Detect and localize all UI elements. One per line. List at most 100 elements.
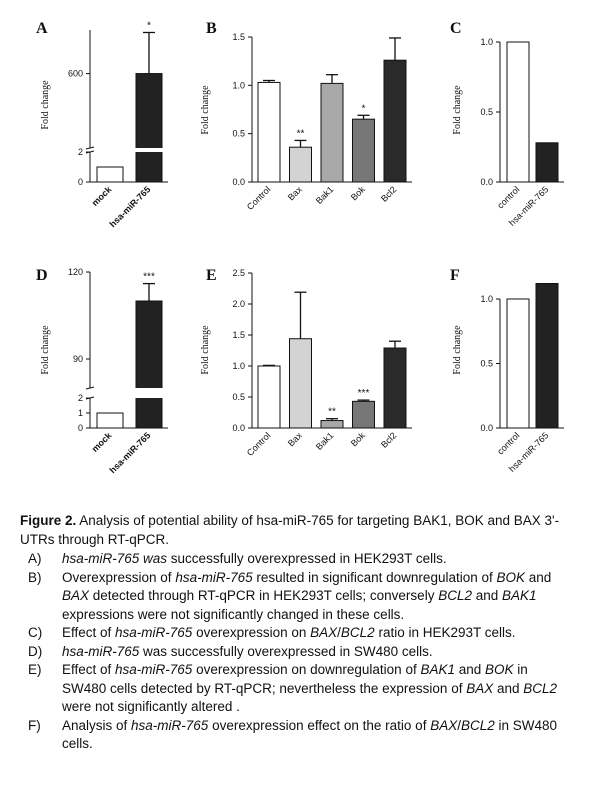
y-tick-label: 1.0 bbox=[480, 37, 493, 47]
y-tick-label: 0.0 bbox=[232, 177, 245, 187]
y-axis-break-mark bbox=[85, 386, 95, 390]
y-tick-label: 0.5 bbox=[232, 392, 245, 402]
y-tick-label: 0.5 bbox=[480, 359, 493, 369]
bar bbox=[506, 41, 530, 183]
caption-item-text: hsa-miR-765 was successfully overexpress… bbox=[62, 643, 575, 662]
caption-item: B) Overexpression of hsa-miR-765 resulted… bbox=[20, 569, 575, 625]
bar bbox=[289, 146, 312, 183]
panel-letter: C bbox=[450, 20, 462, 37]
figure-2-charts: A Fold change 0 2 600 mock * hsa-miR-765 B Fold c… bbox=[36, 20, 564, 475]
y-tick-label: 0.0 bbox=[232, 423, 245, 433]
caption-item-part: successfully overexpressed in HEK293T ce… bbox=[167, 551, 447, 566]
y-tick-label: 1.5 bbox=[232, 330, 245, 340]
caption-item-part: / bbox=[457, 717, 461, 733]
bar bbox=[96, 166, 124, 183]
y-tick-label: 90 bbox=[73, 354, 83, 364]
caption-item-part: BCL2 bbox=[340, 625, 375, 640]
significance-marker: ** bbox=[328, 407, 336, 418]
x-tick-label: hsa-miR-765 bbox=[107, 184, 152, 229]
caption-item-part: BOK bbox=[496, 569, 526, 585]
caption-item-letter: C) bbox=[28, 625, 43, 640]
y-axis-label: Fold change bbox=[200, 325, 211, 375]
caption-item-letter: E) bbox=[28, 662, 42, 677]
caption-item-part: BAX bbox=[466, 680, 494, 696]
y-axis-label: Fold change bbox=[40, 80, 51, 130]
bar bbox=[96, 412, 124, 429]
bar bbox=[257, 81, 281, 183]
x-tick-label: Bax bbox=[286, 430, 304, 448]
caption-item-part: hsa-miR-765 bbox=[131, 717, 209, 733]
panel-letter: F bbox=[450, 267, 460, 284]
panel-letter: B bbox=[206, 20, 217, 37]
caption-item-part: hsa-miR-765 bbox=[115, 662, 193, 677]
caption-item-part: in SW480 cells detected by RT-qPCR; neve… bbox=[62, 662, 528, 696]
bar bbox=[535, 142, 559, 183]
caption-item-part: detected through RT-qPCR in HEK293T cell… bbox=[89, 588, 439, 603]
caption-item-part: was successfully overexpressed in SW480 … bbox=[139, 643, 433, 659]
caption-item-part: BAX bbox=[430, 717, 458, 733]
x-tick-label: control bbox=[495, 430, 521, 456]
caption-item: E) Effect of hsa-miR-765 overexpression o… bbox=[20, 661, 575, 717]
x-tick-label: Bcl2 bbox=[379, 430, 398, 449]
caption-item-text: Analysis of hsa-miR-765 overexpression e… bbox=[62, 717, 575, 754]
caption-item-part: / bbox=[337, 625, 341, 640]
caption-item-part: BCL2 bbox=[523, 680, 558, 696]
caption-item-part: BAX bbox=[62, 588, 90, 603]
y-tick-label: 0.0 bbox=[480, 423, 493, 433]
x-tick-label: Bak1 bbox=[314, 184, 336, 206]
y-tick-label: 120 bbox=[68, 267, 83, 277]
y-tick-label: 0 bbox=[78, 177, 83, 187]
y-tick-label: 1.0 bbox=[480, 294, 493, 304]
x-tick-label: Control bbox=[245, 430, 273, 458]
bar-break-band bbox=[135, 148, 163, 152]
bar bbox=[352, 118, 375, 183]
x-tick-label: Control bbox=[245, 184, 273, 212]
caption-items: A) hsa-miR-765 was successfully overexpre… bbox=[20, 550, 575, 754]
caption-item-letter: F) bbox=[28, 717, 41, 733]
y-axis-label: Fold change bbox=[40, 325, 51, 375]
caption-intro: Figure 2. Analysis of potential ability … bbox=[20, 512, 575, 549]
caption-item-part: hsa-miR-765 bbox=[115, 625, 193, 640]
caption-item: A) hsa-miR-765 was successfully overexpre… bbox=[20, 550, 575, 569]
caption-item-part: were not significantly altered . bbox=[62, 699, 240, 714]
y-tick-label: 2.5 bbox=[232, 268, 245, 278]
caption-item-part: overexpression on bbox=[192, 625, 311, 640]
panel-letter: D bbox=[36, 267, 48, 284]
y-tick-label: 2 bbox=[78, 393, 83, 403]
caption-item-part: ratio in HEK293T cells. bbox=[374, 625, 516, 640]
significance-marker: * bbox=[147, 20, 151, 31]
caption-item-part: Effect of bbox=[62, 625, 116, 640]
panel-letter: A bbox=[36, 20, 48, 37]
x-tick-label: Bax bbox=[286, 184, 304, 202]
bar bbox=[506, 298, 530, 429]
caption-item-part: hsa-miR-765 bbox=[175, 569, 253, 585]
caption-item-part: overexpression effect on the ratio of bbox=[208, 717, 431, 733]
bar bbox=[320, 82, 344, 183]
x-tick-label: Bak1 bbox=[314, 430, 336, 452]
x-tick-label: Bok bbox=[349, 430, 367, 448]
caption-item-part: Overexpression of bbox=[62, 569, 176, 585]
caption-item-text: Effect of hsa-miR-765 overexpression on … bbox=[62, 624, 575, 643]
caption-item: C) Effect of hsa-miR-765 overexpression o… bbox=[20, 624, 575, 643]
x-tick-label: hsa-miR-765 bbox=[107, 430, 152, 475]
caption-item-part: expressions were not significantly chang… bbox=[62, 606, 405, 622]
y-axis-label: Fold change bbox=[200, 85, 211, 135]
y-axis-label: Fold change bbox=[452, 85, 463, 135]
caption-item-part: BOK bbox=[485, 662, 514, 677]
significance-marker: *** bbox=[358, 388, 370, 399]
bar bbox=[135, 300, 163, 429]
x-tick-label: Bok bbox=[349, 184, 367, 202]
caption-item-part: BAK1 bbox=[502, 588, 537, 603]
bar bbox=[257, 365, 281, 429]
caption-label: Figure 2. bbox=[20, 513, 77, 528]
y-tick-label: 1.0 bbox=[232, 361, 245, 371]
caption-item-part: BCL2 bbox=[438, 588, 472, 603]
significance-marker: * bbox=[362, 103, 366, 114]
caption-item-part: BCL2 bbox=[460, 717, 495, 733]
y-tick-label: 2.0 bbox=[232, 299, 245, 309]
caption-item-letter: B) bbox=[28, 569, 42, 585]
bar bbox=[289, 338, 312, 429]
bar-break-band bbox=[135, 388, 163, 398]
caption-item-part: Effect of bbox=[62, 662, 116, 677]
caption-item-part: and bbox=[471, 588, 503, 603]
